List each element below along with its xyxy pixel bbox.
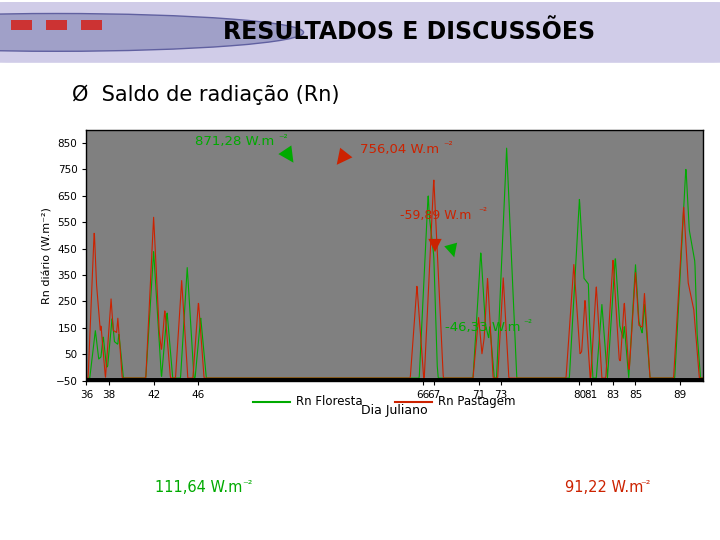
Rn Floresta [698, 375, 707, 381]
Text: ⁻²: ⁻² [523, 319, 532, 329]
Text: 756,04 W.m: 756,04 W.m [360, 143, 439, 156]
Line: Rn Pastagem: Rn Pastagem [86, 180, 703, 378]
Text: RESULTADOS E DISCUSSÕES: RESULTADOS E DISCUSSÕES [223, 21, 595, 44]
Rn Floresta [680, 184, 689, 190]
Rn Floresta [503, 145, 511, 151]
Rn Floresta [366, 375, 374, 381]
Rn Pastagem [680, 223, 689, 230]
Rn Floresta [567, 328, 576, 335]
Text: Rn Pastagem: Rn Pastagem [438, 395, 516, 408]
Text: 91,22 W.m: 91,22 W.m [565, 481, 644, 496]
Rn Floresta [114, 340, 122, 347]
Rn Pastagem [698, 375, 707, 381]
Rn Pastagem [681, 228, 690, 235]
FancyBboxPatch shape [0, 3, 720, 62]
Bar [46, 20, 67, 30]
Rn Pastagem [567, 288, 576, 294]
Text: ⁻²: ⁻² [443, 141, 453, 151]
Text: ⁻²: ⁻² [640, 480, 650, 490]
Rn Floresta [82, 375, 91, 381]
Bar [11, 20, 32, 30]
Rn Floresta [681, 178, 690, 184]
Text: ⁻²: ⁻² [478, 207, 487, 217]
Text: -46,33 W.m: -46,33 W.m [445, 321, 521, 334]
Text: ⁻²: ⁻² [242, 480, 253, 490]
Text: Rn Floresta: Rn Floresta [296, 395, 363, 408]
Rn Floresta [382, 375, 390, 381]
Rn Pastagem [82, 375, 91, 381]
Rn Pastagem [382, 375, 390, 381]
Rn Pastagem [430, 177, 438, 184]
X-axis label: Dia Juliano: Dia Juliano [361, 404, 428, 417]
Text: -59,89 W.m: -59,89 W.m [400, 208, 472, 221]
Bar [81, 20, 102, 30]
Y-axis label: Rn diário (W.m⁻²): Rn diário (W.m⁻²) [42, 207, 53, 303]
Circle shape [0, 14, 304, 51]
Text: 871,28 W.m: 871,28 W.m [195, 136, 274, 148]
Rn Pastagem [114, 315, 122, 321]
Rn Pastagem [366, 375, 374, 381]
Text: 111,64 W.m: 111,64 W.m [155, 481, 243, 496]
Text: ⁻²: ⁻² [278, 134, 287, 144]
Line: Rn Floresta: Rn Floresta [86, 148, 703, 378]
Text: Ø  Saldo de radiação (Rn): Ø Saldo de radiação (Rn) [72, 84, 340, 105]
